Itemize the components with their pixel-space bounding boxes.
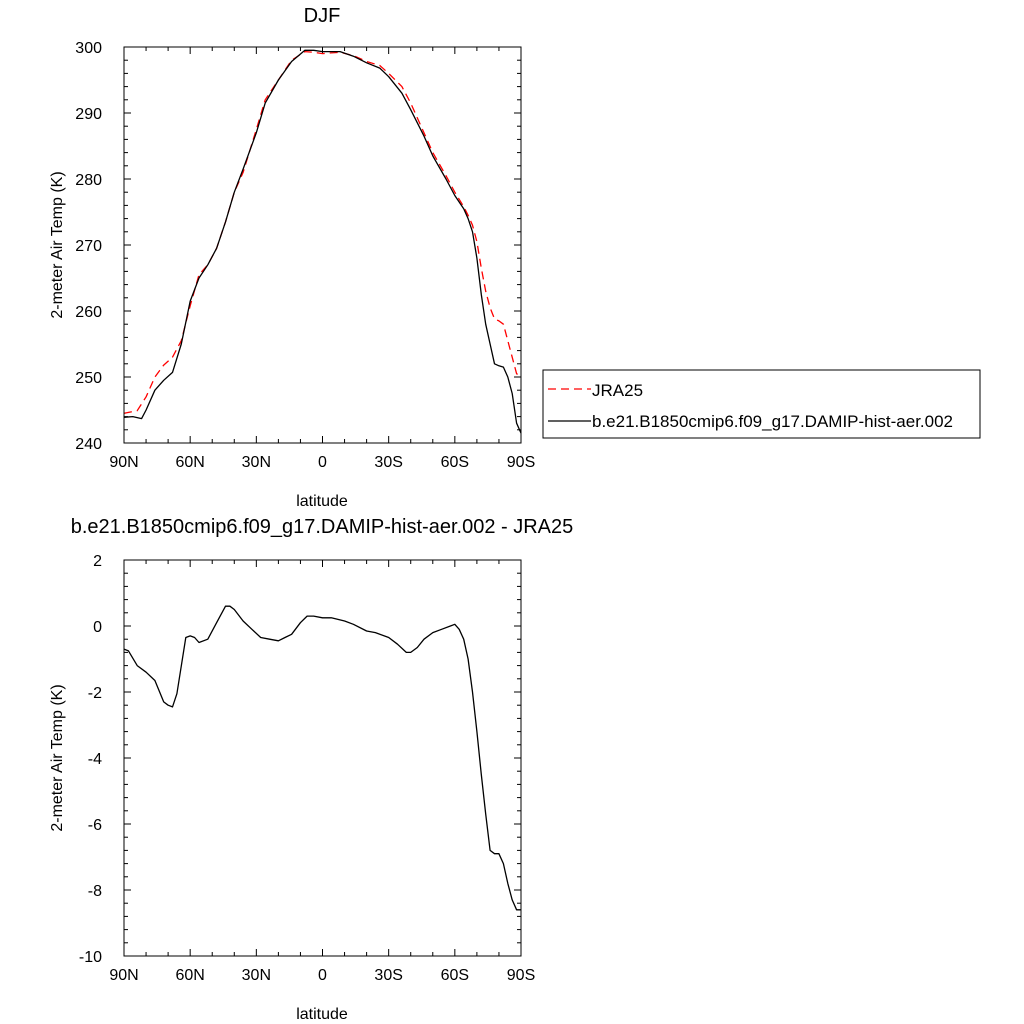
bottom-xtick-label: 90S xyxy=(507,967,535,984)
bottom-chart-series xyxy=(123,605,521,911)
top-ytick-label: 240 xyxy=(75,436,102,453)
top-chart-series xyxy=(123,49,522,434)
top-chart: DJF 90N 60N 30N 0 30S 60S 90S 240 250 260 270 280 29… xyxy=(49,5,981,510)
top-chart-ticks xyxy=(123,46,522,444)
bottom-ytick-label: -8 xyxy=(88,883,102,900)
top-ytick-label: 260 xyxy=(75,304,102,321)
top-ytick-label: 290 xyxy=(75,106,102,123)
bottom-chart-title: b.e21.B1850cmip6.f09_g17.DAMIP-hist-aer.… xyxy=(71,516,574,538)
top-xtick-label: 60N xyxy=(175,454,204,471)
bottom-ytick-label: -10 xyxy=(79,949,102,966)
bottom-xtick-label: 60S xyxy=(441,967,469,984)
bottom-chart-ticks xyxy=(123,559,522,957)
bottom-ytick-label: 0 xyxy=(93,619,102,636)
bottom-ytick-label: 2 xyxy=(93,553,102,570)
bottom-ytick-label: -4 xyxy=(88,751,102,768)
top-chart-tick-labels: 90N 60N 30N 0 30S 60S 90S 240 250 260 270 280 290 300 xyxy=(75,40,535,471)
bottom-ytick-label: -2 xyxy=(88,685,102,702)
top-ytick-label: 270 xyxy=(75,238,102,255)
top-xtick-label: 90S xyxy=(507,454,535,471)
top-series-line-0 xyxy=(123,50,522,414)
top-plot-frame xyxy=(123,46,522,444)
bottom-plot-frame xyxy=(123,559,522,957)
top-xtick-label: 30N xyxy=(242,454,271,471)
bottom-chart-ylabel: 2-meter Air Temp (K) xyxy=(49,684,66,831)
top-chart-legend: JRA25 b.e21.B1850cmip6.f09_g17.DAMIP-his… xyxy=(542,369,981,439)
top-series-line-1 xyxy=(123,49,522,434)
legend-label-model: b.e21.B1850cmip6.f09_g17.DAMIP-hist-aer.… xyxy=(592,412,953,431)
bottom-xtick-label: 30S xyxy=(374,967,402,984)
top-chart-xlabel: latitude xyxy=(296,493,348,510)
bottom-series-line-0 xyxy=(123,605,521,911)
top-chart-ylabel: 2-meter Air Temp (K) xyxy=(49,171,66,318)
top-ytick-label: 250 xyxy=(75,370,102,387)
bottom-xtick-label: 90N xyxy=(109,967,138,984)
top-xtick-label: 60S xyxy=(441,454,469,471)
legend-label-jra25: JRA25 xyxy=(592,381,643,400)
legend-box xyxy=(542,369,981,439)
top-chart-title: DJF xyxy=(304,5,341,27)
bottom-xtick-label: 60N xyxy=(175,967,204,984)
top-xtick-label: 30S xyxy=(374,454,402,471)
top-xtick-label: 0 xyxy=(318,454,327,471)
bottom-xtick-label: 0 xyxy=(318,967,327,984)
top-xtick-label: 90N xyxy=(109,454,138,471)
top-ytick-label: 280 xyxy=(75,172,102,189)
bottom-chart-tick-labels: 90N 60N 30N 0 30S 60S 90S -10 -8 -6 -4 -2 0 2 xyxy=(79,553,535,984)
bottom-chart-xlabel: latitude xyxy=(296,1006,348,1023)
top-ytick-label: 300 xyxy=(75,40,102,57)
bottom-chart: b.e21.B1850cmip6.f09_g17.DAMIP-hist-aer.… xyxy=(49,516,573,1023)
bottom-ytick-label: -6 xyxy=(88,817,102,834)
bottom-xtick-label: 30N xyxy=(242,967,271,984)
